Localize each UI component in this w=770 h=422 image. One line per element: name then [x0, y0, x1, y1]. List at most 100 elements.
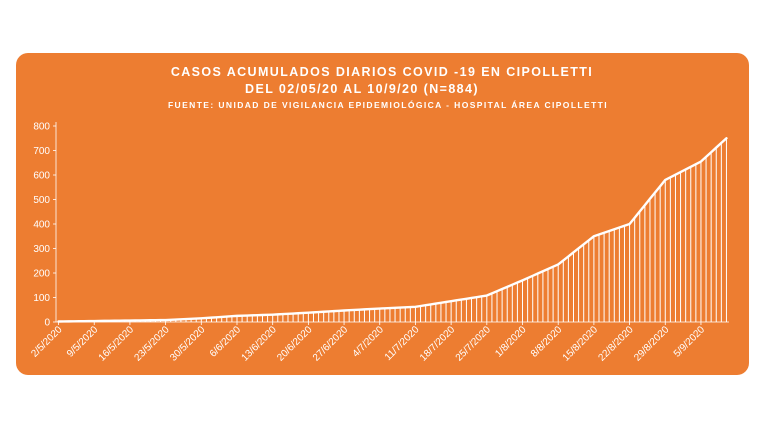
bar	[720, 142, 722, 322]
bar	[353, 309, 355, 322]
bar	[369, 309, 371, 322]
bar	[312, 312, 314, 323]
bar	[323, 311, 325, 322]
bar	[425, 305, 427, 322]
bar	[573, 252, 574, 322]
bar	[404, 307, 406, 322]
x-tick-label: 16/5/2020	[97, 324, 137, 364]
line-group	[57, 137, 728, 323]
bar	[471, 297, 473, 322]
x-tick-label: 4/7/2020	[351, 324, 387, 360]
chart-title-line2: DEL 02/05/20 AL 10/9/20 (N=884)	[245, 82, 479, 96]
bar	[246, 315, 248, 322]
bar	[481, 296, 483, 322]
bar	[292, 313, 294, 322]
bar	[343, 310, 345, 322]
bar	[358, 309, 360, 322]
bar	[384, 308, 386, 322]
bar	[379, 308, 381, 322]
x-tick-label: 9/5/2020	[65, 324, 101, 360]
bar	[445, 301, 447, 322]
bar	[613, 229, 615, 322]
bar	[399, 307, 401, 322]
bar	[302, 312, 304, 322]
bar	[695, 164, 697, 322]
bar	[486, 295, 488, 322]
bar	[190, 318, 192, 322]
bar	[282, 314, 284, 322]
bar	[527, 278, 529, 322]
x-tick-label: 22/8/2020	[596, 324, 636, 364]
bar	[318, 312, 320, 322]
x-tick-label: 29/8/2020	[632, 324, 672, 364]
bar	[211, 317, 212, 323]
x-tick-label: 11/7/2020	[383, 324, 422, 363]
bars-group	[58, 138, 727, 323]
bar	[241, 315, 243, 322]
bar	[491, 293, 493, 322]
x-tick-label: 2/5/2020	[29, 324, 65, 360]
bar	[516, 282, 518, 322]
bar	[363, 309, 365, 322]
bar	[216, 317, 218, 322]
bar	[654, 192, 656, 322]
x-tick-label: 8/8/2020	[529, 324, 565, 360]
bar	[705, 156, 707, 322]
x-tick-label: 18/7/2020	[418, 324, 458, 364]
bar	[644, 205, 646, 322]
bar	[455, 300, 457, 322]
bar	[435, 303, 437, 322]
bar	[669, 177, 671, 322]
bar	[348, 310, 350, 322]
bar	[583, 244, 585, 322]
x-tick-label: 13/6/2020	[240, 324, 280, 364]
bar	[338, 310, 340, 322]
bar	[593, 236, 595, 322]
y-tick-label: 600	[33, 171, 50, 182]
bar	[567, 256, 569, 323]
bar	[700, 161, 702, 322]
y-tick-label: 100	[33, 293, 50, 304]
bar	[420, 306, 422, 322]
y-tick-label: 300	[33, 244, 50, 255]
bar	[205, 317, 207, 322]
bar	[175, 319, 177, 322]
bar	[511, 284, 513, 322]
bar	[501, 289, 503, 322]
bar	[522, 280, 524, 322]
bar	[409, 307, 411, 322]
bar	[685, 169, 687, 322]
chart-title-line1: CASOS ACUMULADOS DIARIOS COVID -19 EN CI…	[171, 65, 593, 79]
series-line	[57, 137, 728, 323]
y-tick-label: 200	[33, 269, 50, 280]
bar	[588, 240, 590, 322]
bar	[440, 302, 442, 322]
bar	[623, 225, 625, 322]
bar	[598, 234, 600, 322]
bar	[506, 286, 508, 322]
x-tick-label: 30/5/2020	[168, 324, 208, 364]
bar	[195, 318, 197, 322]
bar	[562, 260, 564, 322]
bar	[547, 268, 549, 322]
bar	[267, 314, 269, 322]
bar	[287, 313, 289, 322]
bar	[639, 211, 641, 322]
bar	[649, 198, 651, 322]
bar	[394, 307, 396, 322]
chart-card: CASOS ACUMULADOS DIARIOS COVID -19 EN CI…	[16, 53, 749, 375]
y-tick-label: 500	[33, 195, 50, 206]
bar	[333, 311, 335, 322]
bar	[236, 315, 238, 323]
y-tick-label: 0	[44, 318, 50, 329]
y-tick-label: 800	[33, 122, 50, 133]
bar	[251, 315, 253, 322]
bar	[460, 299, 462, 322]
x-tick-label: 1/8/2020	[493, 324, 529, 360]
bar	[629, 224, 631, 322]
bar	[256, 315, 258, 322]
x-tick-label: 20/6/2020	[275, 324, 315, 364]
bar	[603, 232, 605, 322]
x-tick-label: 23/5/2020	[132, 324, 172, 364]
bar	[715, 147, 717, 322]
